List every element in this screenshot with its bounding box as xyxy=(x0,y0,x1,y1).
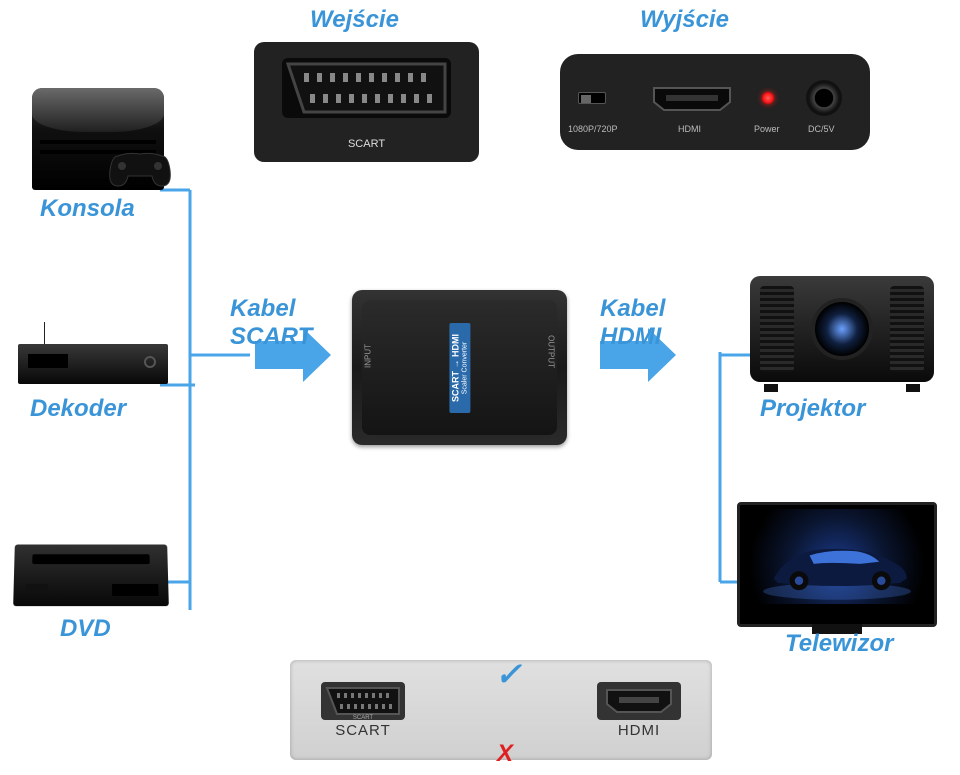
hdmi-output-panel: 1080P/720P HDMI Power DC/5V xyxy=(560,54,870,150)
converter-sub: Scaler Converter xyxy=(461,323,469,413)
hdmi-port-label: HDMI xyxy=(678,124,701,134)
power-led xyxy=(762,92,774,104)
decoder-device xyxy=(18,322,168,384)
bp-hdmi-label: HDMI xyxy=(618,722,660,739)
cable-out-label: Kabel HDMI xyxy=(600,295,665,350)
scart-port-label: SCART xyxy=(254,138,479,150)
dc-label: DC/5V xyxy=(808,124,835,134)
converter-input-label: INPUT xyxy=(364,344,373,368)
output-header-label: Wyjście xyxy=(640,6,729,34)
scart-input-panel: SCART xyxy=(254,42,479,162)
hdmi-port-icon xyxy=(652,86,732,112)
bp-scart-label: SCART xyxy=(335,722,391,739)
res-switch-label: 1080P/720P xyxy=(568,124,618,134)
projector-label: Projektor xyxy=(760,395,865,423)
yes-mark: ✓ xyxy=(495,655,522,693)
scart-port-mini-icon: SCART xyxy=(321,682,405,720)
dvd-label: DVD xyxy=(60,615,111,643)
converter-device: INPUT OUTPUT SCART → HDMI Scaler Convert… xyxy=(352,290,567,445)
hdmi-port-mini-icon xyxy=(597,682,681,720)
console-label: Konsola xyxy=(40,195,135,223)
projector-device xyxy=(742,260,942,392)
decoder-label: Dekoder xyxy=(30,395,126,423)
converter-title: SCART → HDMI xyxy=(450,323,461,413)
scart-pins xyxy=(282,60,451,116)
input-header-label: Wejście xyxy=(310,6,399,34)
dc-jack xyxy=(806,80,842,116)
converter-output-label: OUTPUT xyxy=(547,335,556,368)
tv-label: Telewizor xyxy=(785,630,893,658)
tv-device xyxy=(737,502,937,627)
power-label: Power xyxy=(754,124,780,134)
cable-in-label: Kabel SCART xyxy=(230,295,312,350)
dvd-device xyxy=(14,544,168,606)
no-mark: X xyxy=(497,740,513,768)
controller-icon xyxy=(108,148,172,190)
converter-badge: SCART → HDMI Scaler Converter xyxy=(449,323,470,413)
